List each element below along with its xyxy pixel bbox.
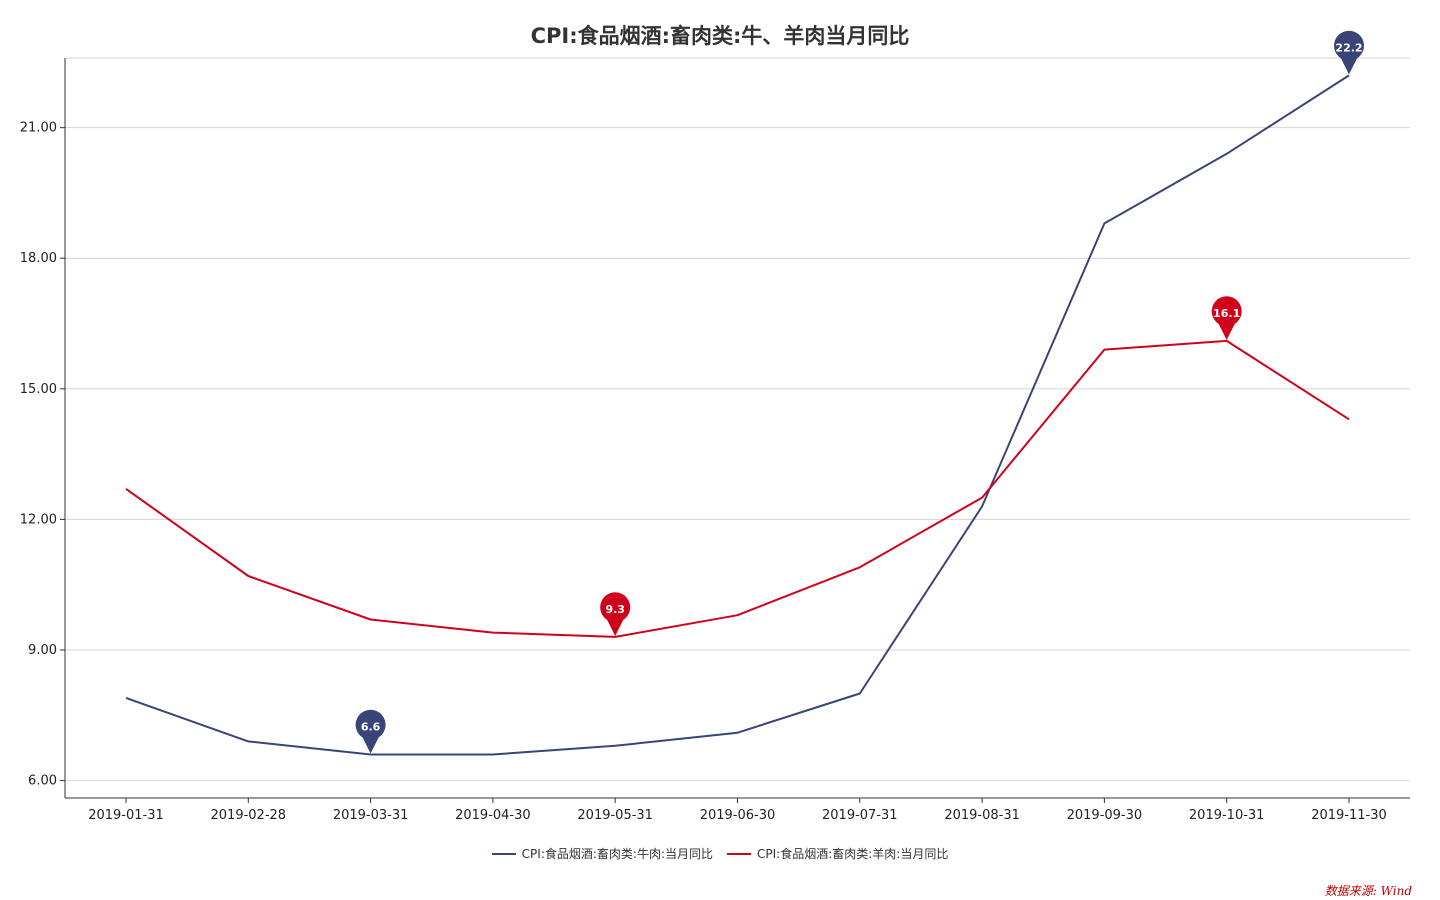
pin-value-label: 22.2 — [1335, 41, 1362, 54]
legend-swatch-beef — [491, 852, 516, 855]
pin-shape — [1211, 296, 1242, 340]
series-line-1[interactable] — [125, 339, 1350, 638]
value-markers: 6.6 22.2 9.3 16.1 — [355, 30, 1364, 754]
pin-shape — [600, 592, 631, 636]
x-tick-label: 2019-08-31 — [944, 808, 1020, 823]
x-tick-label: 2019-02-28 — [211, 808, 287, 823]
legend: CPI:食品烟酒:畜肉类:牛肉:当月同比 CPI:食品烟酒:畜肉类:羊肉:当月同… — [0, 845, 1440, 862]
x-tick-label: 2019-10-31 — [1189, 808, 1265, 823]
y-tick-label: 15.00 — [20, 382, 57, 397]
pin-value-label: 6.6 — [361, 720, 381, 733]
value-pin-marker[interactable]: 9.3 — [600, 592, 631, 636]
x-tick-label: 2019-01-31 — [88, 808, 164, 823]
value-pin-marker[interactable]: 16.1 — [1211, 296, 1242, 340]
legend-item-beef[interactable]: CPI:食品烟酒:畜肉类:牛肉:当月同比 — [491, 845, 713, 862]
source-note: 数据来源: Wind — [1324, 884, 1412, 898]
x-tick-label: 2019-05-31 — [577, 808, 653, 823]
legend-swatch-mutton — [727, 852, 751, 855]
pin-value-label: 9.3 — [605, 603, 625, 616]
series-line-0[interactable] — [125, 74, 1350, 756]
pin-shape — [355, 709, 386, 754]
y-tick-label: 21.00 — [20, 121, 57, 136]
y-tick-label: 6.00 — [28, 774, 57, 789]
x-tick-label: 2019-03-31 — [333, 808, 409, 823]
pin-value-label: 16.1 — [1213, 307, 1240, 320]
x-tick-label: 2019-06-30 — [700, 808, 776, 823]
x-tick-label: 2019-09-30 — [1067, 808, 1143, 823]
value-pin-marker[interactable]: 6.6 — [355, 709, 386, 754]
y-tick-label: 12.00 — [20, 512, 57, 527]
axes: 6.00 9.00 12.00 15.00 18.00 21.00 2019-01-31 20… — [20, 58, 1410, 823]
legend-label-beef: CPI:食品烟酒:畜肉类:牛肉:当月同比 — [521, 847, 713, 861]
legend-item-mutton[interactable]: CPI:食品烟酒:畜肉类:羊肉:当月同比 — [727, 845, 948, 862]
y-tick-label: 9.00 — [28, 643, 57, 658]
x-tick-label: 2019-04-30 — [455, 808, 531, 823]
gridlines — [65, 57, 1410, 782]
series-lines — [125, 74, 1350, 756]
pin-shape — [1334, 30, 1364, 75]
legend-label-mutton: CPI:食品烟酒:畜肉类:羊肉:当月同比 — [757, 847, 949, 861]
x-tick-label: 2019-11-30 — [1311, 808, 1387, 823]
chart-title: CPI:食品烟酒:畜肉类:牛、羊肉当月同比 — [530, 24, 910, 48]
x-tick-label: 2019-07-31 — [822, 808, 898, 823]
y-tick-label: 18.00 — [20, 251, 57, 266]
value-pin-marker[interactable]: 22.2 — [1334, 30, 1364, 75]
